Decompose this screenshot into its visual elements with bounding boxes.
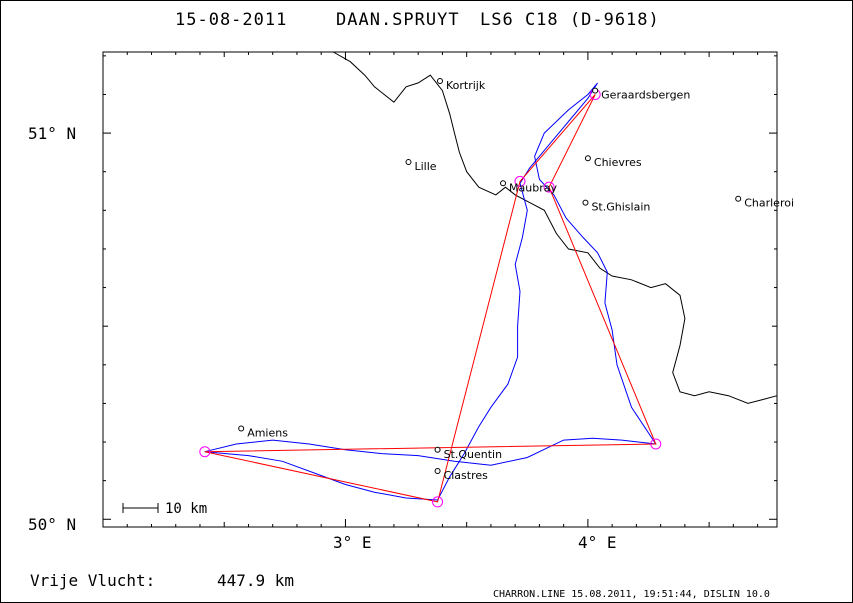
- city-marker: [238, 425, 245, 432]
- city-marker: [735, 195, 742, 202]
- cities-group: Kortrijk Geraardsbergen Lille Chievres Maubr…: [238, 77, 794, 482]
- turnpoint-marker: [199, 446, 211, 458]
- header-pilot: DAAN.SPRUYT: [336, 10, 460, 30]
- turnpoints-group: [199, 88, 662, 508]
- distance-value: 447.9 km: [217, 571, 294, 590]
- lon-label-4: 4° E: [578, 533, 617, 552]
- turnpoint-marker: [432, 496, 444, 508]
- header-glider: LS6 C18 (D-9618): [480, 10, 660, 30]
- lat-label-51: 51° N: [28, 124, 76, 143]
- city-label: Chievres: [594, 156, 642, 169]
- city-marker: [434, 446, 441, 453]
- city-label: Charleroi: [744, 197, 794, 210]
- footer-info: CHARRON.LINE 15.08.2011, 19:51:44, DISLI…: [493, 589, 770, 600]
- scale-bar-label: 10 km: [165, 501, 207, 517]
- city-marker: [584, 155, 591, 162]
- country-border: [333, 51, 778, 404]
- axis-ticks: [102, 52, 777, 527]
- distance-label: Vrije Vlucht:: [30, 571, 155, 590]
- city-marker: [592, 87, 599, 94]
- city-label: Geraardsbergen: [601, 89, 690, 102]
- city-label: Amiens: [247, 427, 288, 440]
- city-marker: [582, 199, 589, 206]
- turnpoint-marker: [514, 175, 526, 187]
- header-date: 15-08-2011: [175, 10, 287, 30]
- turnpoint-marker: [650, 438, 662, 450]
- plot-frame: [102, 51, 778, 528]
- city-label: St.Ghislain: [591, 201, 650, 214]
- city-label: Lille: [414, 160, 436, 173]
- lon-label-3: 3° E: [333, 533, 372, 552]
- city-marker: [434, 468, 441, 475]
- task-route: [204, 94, 657, 503]
- scale-bar: 10 km: [122, 501, 207, 517]
- turnpoint-marker: [543, 181, 555, 193]
- city-marker: [437, 77, 443, 84]
- city-marker: [500, 180, 507, 187]
- city-label: Kortrijk: [446, 79, 486, 92]
- city-marker: [405, 159, 412, 166]
- city-label: St.Quentin: [444, 448, 503, 461]
- city-label: Maubray: [509, 181, 557, 194]
- lat-label-50: 50° N: [28, 515, 76, 534]
- city-label: Clastres: [444, 469, 489, 482]
- flight-track: [204, 82, 657, 501]
